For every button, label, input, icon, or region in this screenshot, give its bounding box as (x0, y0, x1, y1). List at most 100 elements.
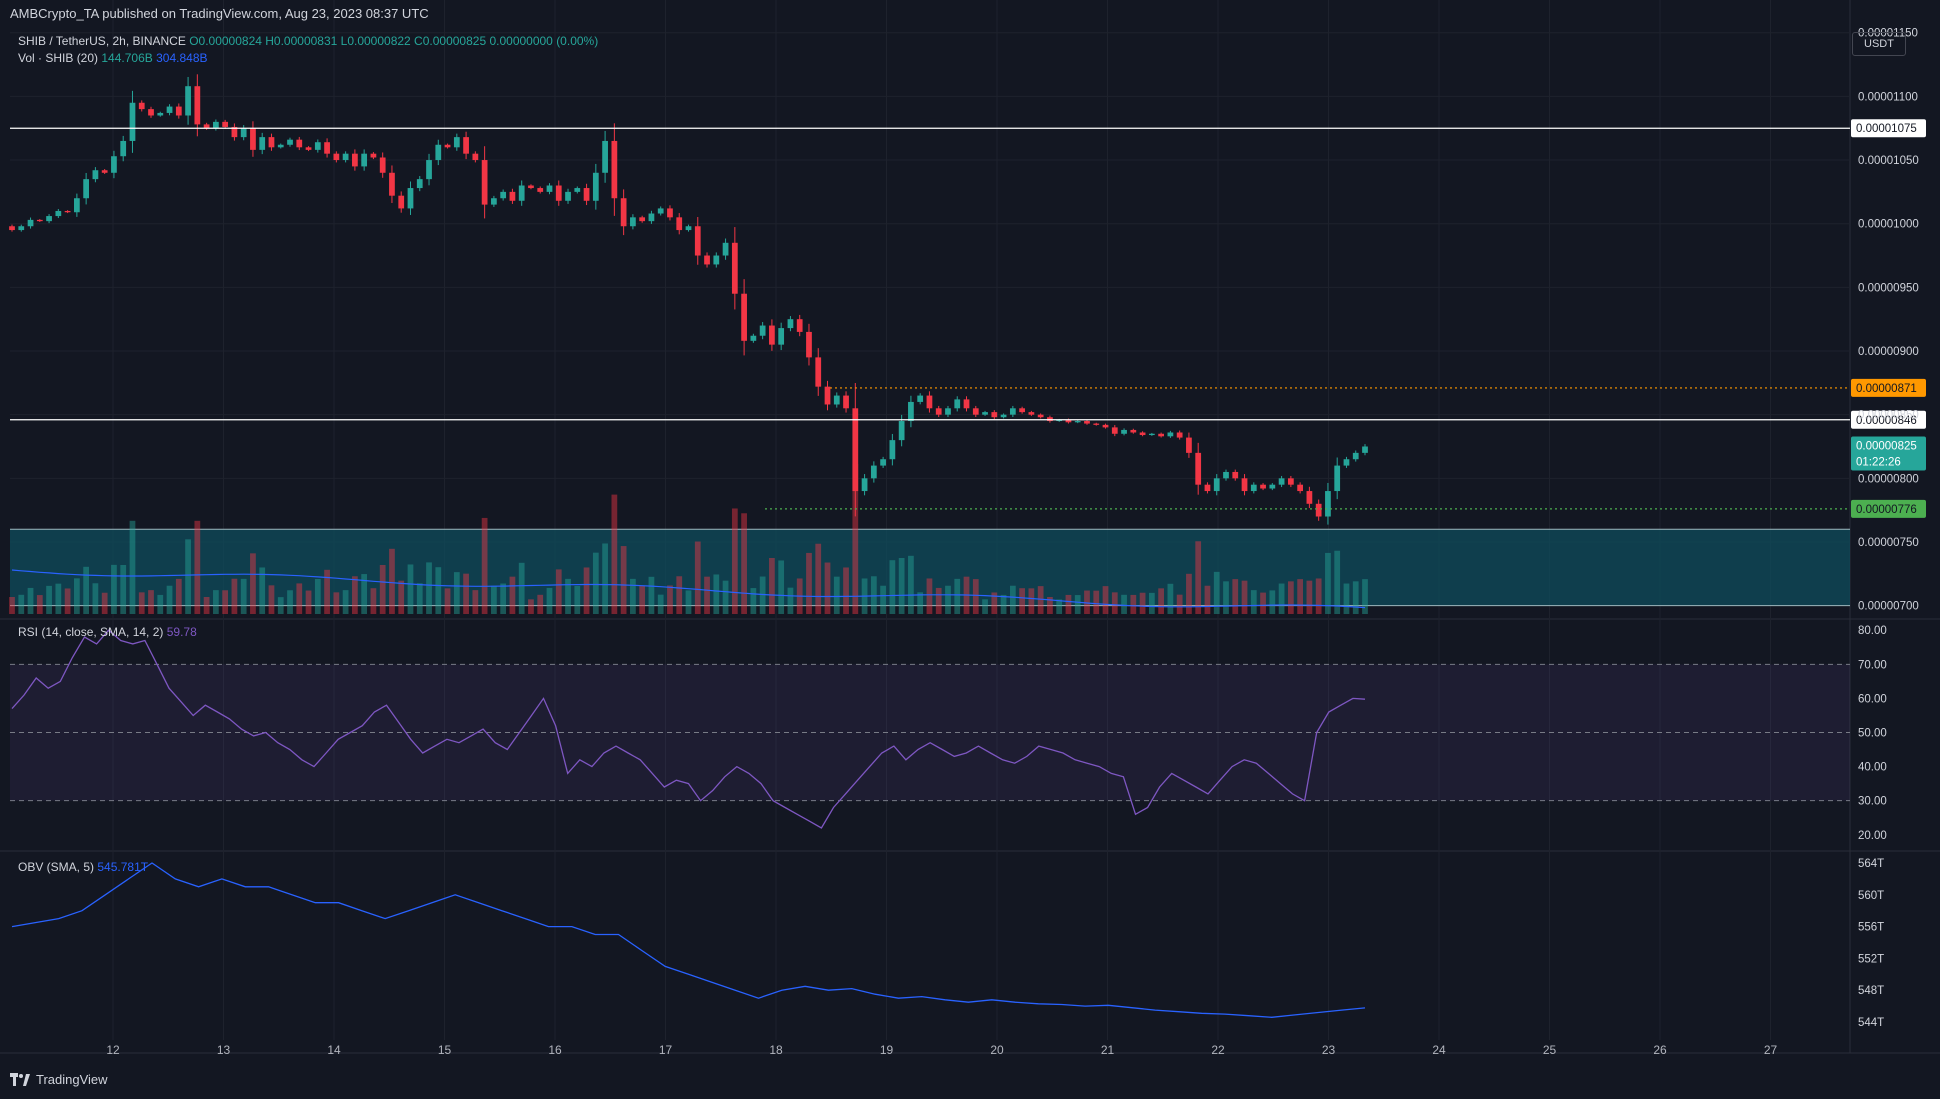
rsi-y-tick: 70.00 (1858, 659, 1887, 671)
candle-body (1306, 491, 1313, 504)
candle-body (861, 478, 868, 492)
obv-y-tick: 564T (1858, 858, 1884, 870)
volume-bar (352, 576, 358, 614)
candle-body (1121, 429, 1127, 434)
volume-bar (1315, 578, 1322, 614)
volume-bar (1223, 581, 1229, 614)
candle-body (870, 465, 877, 479)
volume-bar (815, 543, 822, 614)
level-label-bg (1851, 119, 1926, 138)
volume-bar (305, 590, 312, 614)
volume-bar (852, 464, 859, 614)
symbol-legend: SHIB / TetherUS, 2h, BINANCE O0.00000824… (18, 34, 598, 48)
candle-body (426, 160, 432, 180)
candle-body (166, 106, 173, 113)
volume-bar (1352, 581, 1359, 614)
volume-bar (1250, 590, 1257, 614)
volume-bar (1000, 594, 1007, 614)
level-label: 0.00000871 (1856, 383, 1917, 395)
candle-body (1148, 433, 1155, 436)
obv-value: 545.781T (97, 860, 149, 874)
volume-bar (611, 494, 618, 614)
candle-body (1269, 484, 1276, 489)
currency-button[interactable]: USDT (1852, 32, 1906, 56)
volume-bar (574, 586, 581, 614)
rsi-pane (10, 629, 1850, 829)
y-tick-label: 0.00000950 (1858, 282, 1919, 294)
candle-body (231, 126, 238, 138)
obv-y-tick: 548T (1858, 985, 1884, 997)
volume-bar (704, 576, 710, 614)
level-label: 0.00000776 (1856, 504, 1917, 516)
x-tick-label: 24 (1432, 1043, 1446, 1057)
volume-bar (592, 552, 599, 614)
volume-bar (407, 564, 414, 614)
volume-bar (213, 590, 219, 614)
candle-body (889, 440, 896, 460)
volume-bar (889, 560, 896, 614)
candle-body (352, 153, 358, 167)
volume-bar (259, 567, 266, 614)
volume-bar (537, 594, 544, 614)
candle-body (592, 172, 599, 201)
volume-bar (518, 562, 525, 614)
obv-y-tick: 560T (1858, 890, 1884, 902)
candle-body (1000, 414, 1007, 418)
candle-body (27, 219, 34, 227)
volume-bar (787, 587, 794, 614)
candle-body (1362, 446, 1368, 453)
rsi-value: 59.78 (166, 625, 197, 639)
candle-body (509, 191, 516, 201)
volume-bar (1343, 583, 1350, 614)
obv-label[interactable]: OBV (SMA, 5) (18, 860, 95, 874)
rsi-y-tick: 80.00 (1858, 625, 1887, 637)
candle-body (796, 319, 803, 332)
candle-body (843, 395, 849, 409)
obv-y-tick: 552T (1858, 953, 1884, 965)
candle-body (1186, 437, 1192, 453)
volume-ma-value: 304.848B (156, 51, 208, 65)
y-tick-label: 0.00001150 (1858, 28, 1918, 40)
candle-body (46, 216, 52, 222)
candle-body (1167, 432, 1174, 437)
candle-body (694, 226, 701, 256)
candle-body (898, 421, 905, 441)
volume-label[interactable]: Vol · SHIB (20) (18, 51, 99, 65)
volume-bar (36, 595, 43, 614)
candle-body (472, 153, 479, 161)
volume-bar (148, 590, 154, 614)
volume-bar (926, 578, 933, 614)
volume-bar (509, 576, 516, 614)
symbol-title[interactable]: SHIB / TetherUS, 2h, BINANCE (18, 34, 186, 48)
candle-body (1111, 427, 1118, 434)
candle-body (528, 185, 534, 189)
volume-bar (806, 552, 812, 614)
candle-body (1047, 417, 1053, 422)
candle-body (1195, 452, 1202, 485)
candle-body (1056, 419, 1063, 422)
volume-bar (648, 576, 655, 614)
footer-brand[interactable]: TradingView (10, 1072, 108, 1087)
candle-body (398, 195, 405, 209)
volume-bar (9, 597, 15, 614)
volume-bar (389, 548, 395, 614)
volume-bar (157, 594, 164, 614)
x-tick-label: 17 (659, 1043, 673, 1057)
candles (9, 74, 1368, 525)
volume-bar (46, 585, 52, 614)
volume-bar (833, 576, 840, 614)
rsi-label[interactable]: RSI (14, close, SMA, 14, 2) (18, 625, 164, 639)
volume-bar (222, 590, 229, 614)
volume-bar (972, 579, 979, 614)
candle-body (250, 128, 256, 150)
volume-bar (250, 553, 256, 614)
candle-body (1232, 471, 1239, 479)
candle-body (769, 325, 775, 345)
volume-bar (565, 578, 571, 614)
candle-body (1223, 471, 1229, 479)
volume-bar (583, 567, 590, 614)
countdown-label: 01:22:26 (1856, 456, 1901, 468)
candle-body (1028, 412, 1035, 415)
candle-body (64, 210, 71, 213)
